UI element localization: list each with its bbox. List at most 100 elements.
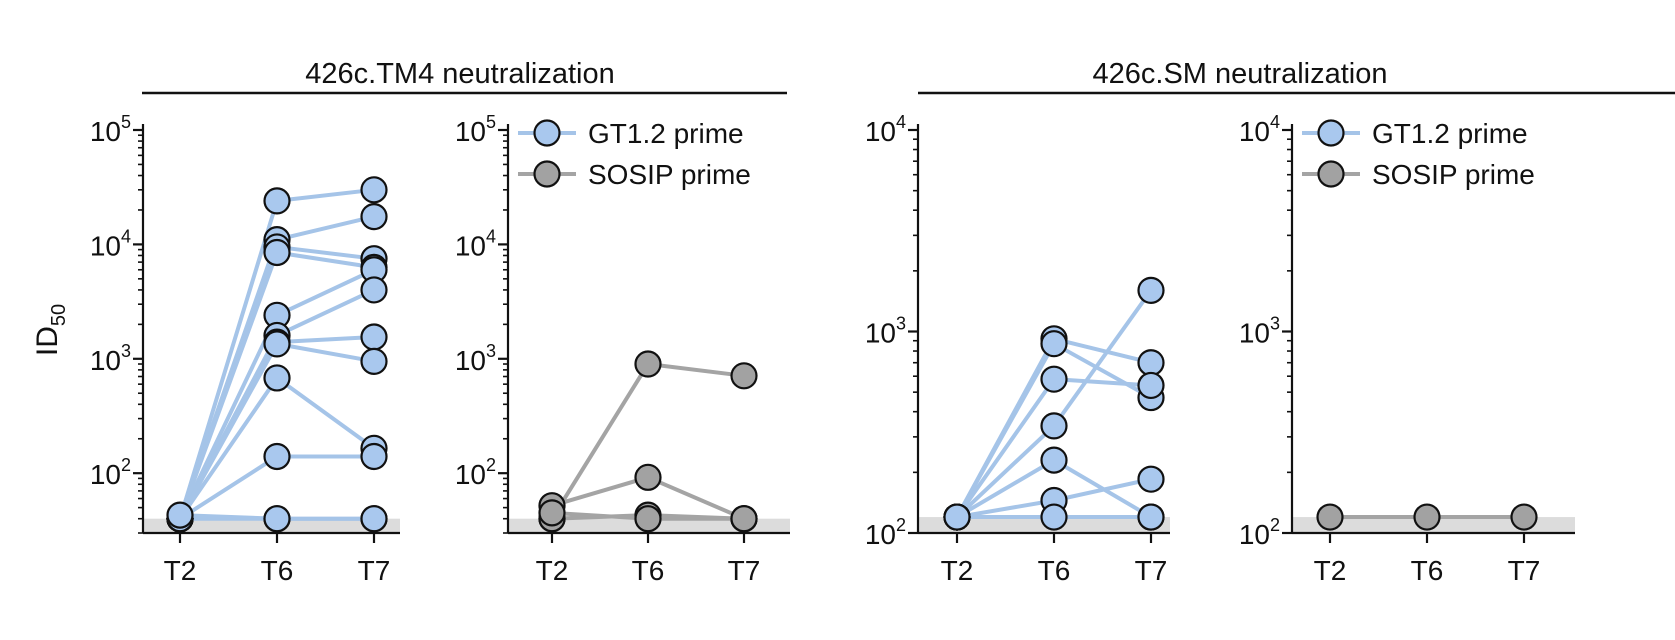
data-point [263, 330, 291, 358]
legend-label: GT1.2 prime [1372, 118, 1528, 149]
data-point [1137, 349, 1165, 377]
data-point [1316, 503, 1344, 531]
legend-label: GT1.2 prime [588, 118, 744, 149]
legend: GT1.2 prime SOSIP prime [518, 118, 751, 190]
x-tick-label: T7 [1508, 555, 1541, 586]
y-tick-label: 104 [90, 226, 131, 261]
data-point [360, 442, 388, 471]
y-tick-label-exponent: 2 [1270, 515, 1280, 535]
y-tick-label-exponent: 4 [121, 226, 131, 246]
data-point [263, 238, 291, 267]
data-point [1040, 503, 1068, 531]
legend-label: SOSIP prime [588, 159, 751, 190]
y-tick-label-base: 10 [455, 459, 486, 490]
y-axis-label-main: ID [31, 326, 64, 356]
data-point [634, 350, 662, 378]
y-tick-label-base: 10 [1239, 519, 1270, 550]
data-point [360, 176, 388, 204]
data-point [360, 276, 388, 304]
x-tick-label: T2 [1314, 555, 1347, 586]
y-tick-label: 102 [1239, 515, 1280, 550]
y-tick-label-exponent: 3 [896, 314, 906, 334]
group-title-tm4: 426c.TM4 neutralization [305, 58, 615, 90]
x-tick-label: T7 [728, 555, 761, 586]
data-point [1040, 446, 1068, 474]
y-tick-label-base: 10 [90, 116, 121, 147]
y-tick-label: 103 [455, 341, 496, 376]
data-point [1137, 276, 1165, 304]
legend-marker [533, 119, 561, 147]
x-tick-label: T2 [536, 555, 569, 586]
y-tick-label-base: 10 [455, 230, 486, 261]
y-tick-label-exponent: 4 [1270, 112, 1280, 132]
series-points [166, 176, 388, 533]
y-tick-label-base: 10 [90, 230, 121, 261]
legend-marker [533, 160, 561, 188]
y-tick-label-exponent: 2 [486, 455, 496, 475]
y-tick-label: 104 [455, 226, 496, 261]
data-point [263, 442, 291, 471]
x-tick-label: T2 [164, 555, 197, 586]
x-tick-label: T2 [941, 555, 974, 586]
y-tick-label-base: 10 [865, 519, 896, 550]
y-tick-label-base: 10 [865, 318, 896, 349]
y-tick-label-exponent: 3 [486, 341, 496, 361]
group-titles: 426c.TM4 neutralization 426c.SM neutrali… [142, 58, 1675, 95]
series-points [538, 350, 758, 533]
y-tick-label: 103 [865, 314, 906, 349]
data-point [360, 505, 388, 533]
data-point [360, 202, 388, 231]
legend-marker [1317, 160, 1345, 188]
x-tick-label: T6 [632, 555, 665, 586]
x-tick-label: T6 [1038, 555, 1071, 586]
data-point [634, 463, 662, 491]
legend-marker [1317, 119, 1345, 147]
data-point [1137, 503, 1165, 531]
y-tick-label: 102 [865, 515, 906, 550]
y-tick-label-exponent: 4 [896, 112, 906, 132]
data-point [1137, 465, 1165, 493]
y-tick-label-exponent: 3 [121, 341, 131, 361]
data-point [263, 505, 291, 533]
legend-label: SOSIP prime [1372, 159, 1535, 190]
y-tick-label: 104 [1239, 112, 1280, 147]
y-tick-label-base: 10 [1239, 318, 1270, 349]
data-point [943, 503, 971, 531]
y-tick-label: 103 [1239, 314, 1280, 349]
series-lines [955, 289, 1153, 520]
y-axis-label-subscript: 50 [48, 304, 70, 326]
data-point [1040, 365, 1068, 393]
y-tick-label-exponent: 3 [1270, 314, 1280, 334]
data-point [166, 501, 194, 529]
y-tick-label-base: 10 [90, 345, 121, 376]
y-tick-label: 105 [90, 112, 131, 147]
data-point [1413, 503, 1441, 531]
series-line [955, 289, 1153, 519]
data-point [360, 347, 388, 375]
y-axis-label: ID50 [31, 304, 70, 356]
data-point [263, 187, 291, 215]
y-tick-label: 104 [865, 112, 906, 147]
data-point [634, 505, 662, 533]
legend: GT1.2 prime SOSIP prime [1302, 118, 1535, 190]
y-tick-label-exponent: 2 [121, 455, 131, 475]
series-lines [550, 362, 745, 521]
y-tick-label-base: 10 [455, 345, 486, 376]
y-tick-label-exponent: 2 [896, 515, 906, 535]
y-tick-label-base: 10 [90, 459, 121, 490]
data-point [360, 323, 388, 351]
data-point [1510, 503, 1538, 531]
series-points [1316, 503, 1538, 531]
data-point [263, 364, 291, 392]
x-tick-label: T6 [1411, 555, 1444, 586]
y-tick-label-base: 10 [1239, 116, 1270, 147]
series-points [943, 276, 1165, 531]
y-tick-label: 103 [90, 341, 131, 376]
data-point [1137, 371, 1165, 400]
data-point [1040, 330, 1068, 358]
x-tick-label: T7 [358, 555, 391, 586]
